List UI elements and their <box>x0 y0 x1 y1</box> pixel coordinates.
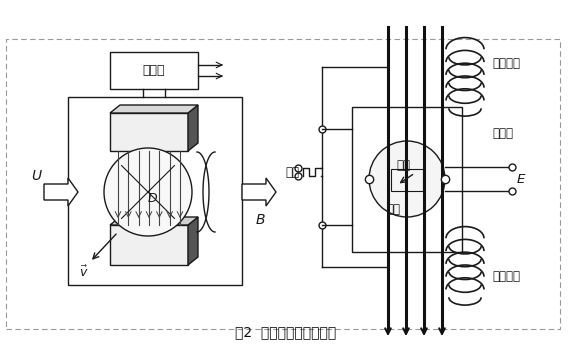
Circle shape <box>369 141 445 217</box>
Polygon shape <box>110 105 198 113</box>
Bar <box>110 52 198 89</box>
Text: D: D <box>147 192 157 204</box>
Text: 流速: 流速 <box>386 203 400 215</box>
Text: 图2  电磁流量计工作原理: 图2 电磁流量计工作原理 <box>236 325 336 339</box>
Text: 测量管: 测量管 <box>492 127 513 139</box>
Bar <box>68 97 242 285</box>
Text: U: U <box>31 169 41 183</box>
Text: E: E <box>517 172 525 186</box>
Polygon shape <box>110 217 198 225</box>
Bar <box>110 113 188 151</box>
Bar <box>110 225 188 265</box>
Text: 转换器: 转换器 <box>143 64 165 77</box>
Text: 方波: 方波 <box>285 166 299 178</box>
Text: 励磁线圈: 励磁线圈 <box>492 57 520 69</box>
Circle shape <box>104 148 192 236</box>
Text: 励磁线圈: 励磁线圈 <box>492 270 520 282</box>
Text: B: B <box>255 213 265 227</box>
Polygon shape <box>44 178 78 206</box>
Text: $\vec{v}$: $\vec{v}$ <box>79 264 89 280</box>
Text: 电极: 电极 <box>396 159 410 171</box>
Polygon shape <box>188 217 198 265</box>
Bar <box>352 107 462 252</box>
Polygon shape <box>188 105 198 151</box>
Bar <box>391 169 423 191</box>
Polygon shape <box>242 178 276 206</box>
